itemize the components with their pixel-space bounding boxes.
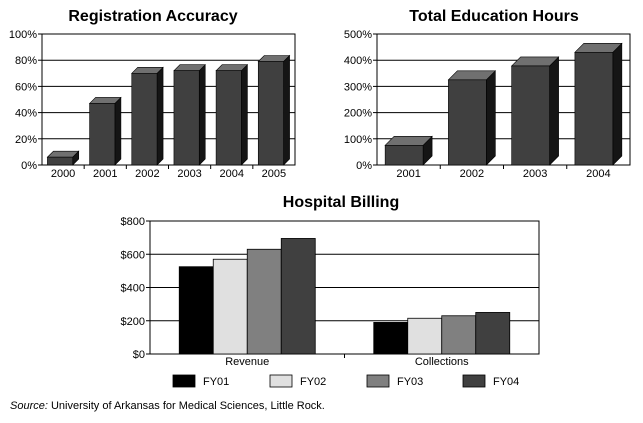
- y-tick-label: 300%: [344, 81, 372, 93]
- x-tick-label: 2004: [586, 168, 610, 180]
- legend-swatch-fy04: [462, 374, 486, 388]
- bar-top: [257, 55, 291, 62]
- bar-fy03: [441, 315, 477, 355]
- bar-fy04: [475, 312, 511, 355]
- legend-swatch-fy02: [269, 374, 293, 388]
- x-tick-label: 2003: [523, 168, 547, 180]
- bar-fy03: [246, 248, 282, 355]
- bar: [215, 70, 242, 166]
- legend-swatch-fy01: [172, 374, 196, 388]
- y-tick-label: $0: [133, 349, 145, 361]
- bar-side: [612, 42, 623, 166]
- y-tick-label: 200%: [344, 108, 372, 120]
- bar-top: [46, 150, 80, 158]
- bar-top: [215, 64, 249, 71]
- bar: [47, 156, 74, 166]
- x-tick-label: 2002: [460, 168, 484, 180]
- bar-fy02: [212, 258, 248, 355]
- bar-fy01: [178, 266, 214, 355]
- y-tick-label: 80%: [15, 55, 37, 67]
- bar-top: [173, 64, 206, 71]
- bar-fy01: [373, 322, 409, 355]
- bar-top: [88, 97, 122, 104]
- bar: [89, 103, 116, 166]
- y-tick-label: 500%: [344, 29, 372, 41]
- x-tick-label: 2003: [177, 168, 201, 180]
- chart-title: Total Education Hours: [409, 8, 579, 25]
- bar: [131, 73, 158, 166]
- bar: [257, 61, 284, 166]
- bar-fy04: [280, 238, 316, 355]
- bar-side: [241, 63, 248, 166]
- plot-frame-0: [41, 33, 296, 166]
- bar-side: [283, 54, 290, 166]
- bar: [511, 65, 550, 166]
- bar-top: [131, 67, 164, 74]
- y-tick-label: $600: [121, 249, 145, 261]
- bar: [574, 52, 614, 166]
- bar-fy02: [407, 317, 443, 355]
- bar: [173, 70, 200, 166]
- source-label: Source:: [10, 400, 48, 412]
- y-tick-label: 400%: [344, 55, 372, 67]
- x-tick-label: 2002: [135, 168, 159, 180]
- y-tick-label: 100%: [9, 29, 37, 41]
- bar-side: [486, 70, 496, 166]
- x-tick-label: 2005: [262, 168, 286, 180]
- y-tick-label: $400: [121, 283, 145, 295]
- chart-title: Hospital Billing: [283, 194, 399, 211]
- bar-side: [549, 56, 559, 166]
- y-tick-label: $200: [121, 316, 145, 328]
- bar-side: [198, 63, 206, 166]
- y-tick-label: 100%: [344, 134, 372, 146]
- x-tick-label: 2004: [220, 168, 244, 180]
- chart-title: Registration Accuracy: [68, 8, 237, 25]
- y-tick-label: 20%: [15, 134, 37, 146]
- y-tick-label: 0%: [356, 160, 372, 172]
- source-note: Source: University of Arkansas for Medic…: [10, 400, 325, 412]
- y-tick-label: 0%: [21, 160, 37, 172]
- bar-side: [156, 66, 164, 166]
- x-tick-label: 2001: [93, 168, 117, 180]
- x-tick-label: Revenue: [225, 356, 269, 368]
- x-tick-label: 2001: [396, 168, 420, 180]
- bar: [384, 145, 424, 166]
- legend-swatch-fy03: [366, 374, 390, 388]
- source-text: University of Arkansas for Medical Scien…: [50, 400, 325, 412]
- x-tick-label: 2000: [51, 168, 75, 180]
- legend-label-fy01: FY01: [203, 376, 229, 388]
- legend-label-fy03: FY03: [397, 376, 423, 388]
- bar-side: [114, 96, 122, 166]
- legend-label-fy04: FY04: [493, 376, 519, 388]
- bar: [448, 79, 487, 166]
- legend-label-fy02: FY02: [300, 376, 326, 388]
- y-tick-label: 60%: [15, 81, 37, 93]
- x-tick-label: Collections: [415, 356, 469, 368]
- y-tick-label: $800: [121, 216, 145, 228]
- y-tick-label: 40%: [15, 108, 37, 120]
